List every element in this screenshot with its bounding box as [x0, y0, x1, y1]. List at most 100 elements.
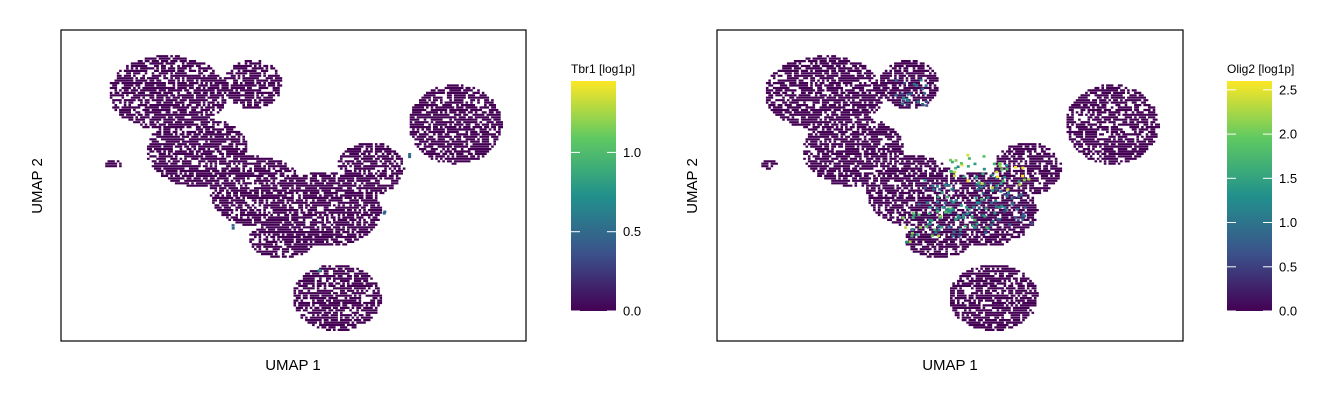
hotspot-bin: [972, 205, 976, 209]
hotspot-bin: [1003, 193, 1007, 196]
hotspot-bin: [997, 162, 1001, 166]
colorbar-tick-label: 1.0: [623, 145, 641, 160]
hotspot-bin: [920, 87, 924, 91]
hotspot-bin: [1017, 180, 1021, 183]
hotspot-bin: [919, 226, 922, 229]
hotspot-bin: [919, 78, 923, 82]
hotspot-bin: [999, 182, 1003, 185]
hotspot-bin: [952, 200, 956, 204]
hotspot-bin: [1005, 164, 1008, 167]
hotspot-bin: [905, 240, 908, 244]
plot-frame: [60, 29, 527, 342]
hotspot-bin: [963, 212, 967, 216]
x-axis-label: UMAP 1: [922, 357, 978, 374]
hotspot-bin: [1027, 178, 1031, 181]
hotspot-bin: [974, 175, 978, 179]
hotspot-bin: [894, 93, 898, 97]
hotspot-bin: [947, 184, 951, 187]
hotspot-bin: [976, 187, 980, 191]
hotspot-bin: [933, 228, 937, 232]
hotspot-bin: [946, 210, 950, 214]
hotspot-bin: [975, 183, 979, 186]
hotspot-bin: [902, 96, 905, 100]
hotspot-bin: [937, 224, 941, 228]
hotspot-bin: [935, 200, 939, 204]
hotspot-bin: [991, 219, 995, 223]
hotspot-bin: [1001, 179, 1005, 183]
hotspot-bin: [916, 100, 920, 104]
hotspot-bin: [939, 225, 943, 229]
hotspot-bin: [901, 102, 905, 105]
hotspot-bin: [1003, 206, 1007, 209]
colorbar-ticks: 0.0 0.5 1.0 1.5 2.0 2.5: [1227, 82, 1297, 319]
hotspot-bin: [901, 99, 905, 102]
colorbar-tick-label: 0.5: [623, 224, 641, 239]
hotspot-bin: [980, 198, 984, 201]
hotspot-bin: [995, 170, 999, 174]
hotspot-bin: [959, 228, 962, 231]
hotspot-bin: [966, 179, 970, 183]
cell-hexbin-layer: [105, 55, 503, 331]
colorbar-gradient: [571, 81, 616, 311]
hotspot-bin: [980, 182, 984, 185]
colorbar-tick-label: 1.5: [1279, 171, 1297, 186]
hotspot-bin: [998, 165, 1002, 168]
hotspot-bin: [954, 159, 958, 162]
hotspot-bin: [981, 192, 985, 195]
hotspot-bin: [930, 219, 934, 222]
hotspot-bin: [967, 211, 971, 214]
colorbar-tick-label: 1.0: [1279, 215, 1297, 230]
hotspot-bin: [943, 183, 947, 186]
hotspot-bin: [911, 216, 915, 220]
hotspot-cluster: [901, 210, 943, 244]
hotspot-bin: [1021, 212, 1025, 216]
hotspot-bin: [908, 240, 912, 243]
hotspot-bin: [1006, 188, 1010, 191]
hotspot-bin: [973, 162, 977, 166]
hotspot-bin: [974, 196, 978, 200]
hotspot-bin: [975, 222, 979, 226]
hotspot-bin: [939, 216, 943, 220]
hotspot-bin: [949, 199, 953, 203]
y-axis-label: UMAP 2: [684, 158, 701, 214]
hotspot-bin: [1017, 195, 1021, 199]
hotspot-bin: [955, 198, 958, 202]
hotspot-bin: [983, 183, 987, 186]
hotspot-bin: [900, 92, 904, 96]
hotspot-bin: [948, 225, 952, 229]
hotspot-bin: [958, 216, 962, 220]
hotspot-bin: [231, 227, 235, 230]
hotspot-bin: [1005, 167, 1009, 171]
hotspot-bin: [970, 215, 974, 218]
hotspot-bin: [973, 218, 977, 222]
colorbar-tick-label: 2.0: [1279, 127, 1297, 142]
hotspot-cluster: [949, 153, 986, 185]
hotspot-bin: [1023, 205, 1027, 209]
hotspot-bin: [995, 184, 999, 187]
hotspot-bin: [1023, 214, 1027, 218]
cell-hexbins: [105, 55, 503, 331]
hotspot-bin: [1003, 175, 1007, 179]
hotspot-bin: [950, 160, 954, 164]
hotspot-bin: [959, 204, 963, 207]
hotspot-bin: [912, 214, 916, 217]
hotspot-bin: [382, 212, 386, 215]
hotspot-bin: [1007, 191, 1010, 195]
hotspot-cluster: [996, 193, 1034, 226]
hotspot-bin: [966, 165, 970, 168]
hotspot-bin: [959, 162, 963, 165]
hotspot-cluster: [408, 153, 412, 159]
hotspot-bin: [932, 188, 936, 191]
hotspot-bin: [988, 181, 992, 185]
hotspot-bin: [921, 103, 924, 106]
hotspot-bin: [984, 207, 988, 210]
hotspot-bin: [938, 188, 942, 191]
hotspot-bin: [1016, 207, 1019, 211]
hotspot-bin: [1011, 203, 1015, 206]
hotspot-cluster: [231, 224, 235, 230]
hotspot-bin: [956, 214, 960, 217]
hotspot-bin: [983, 198, 987, 202]
hotspot-bin: [1003, 210, 1006, 213]
hotspot-bin: [949, 158, 952, 162]
hotspot-bin: [931, 184, 935, 188]
